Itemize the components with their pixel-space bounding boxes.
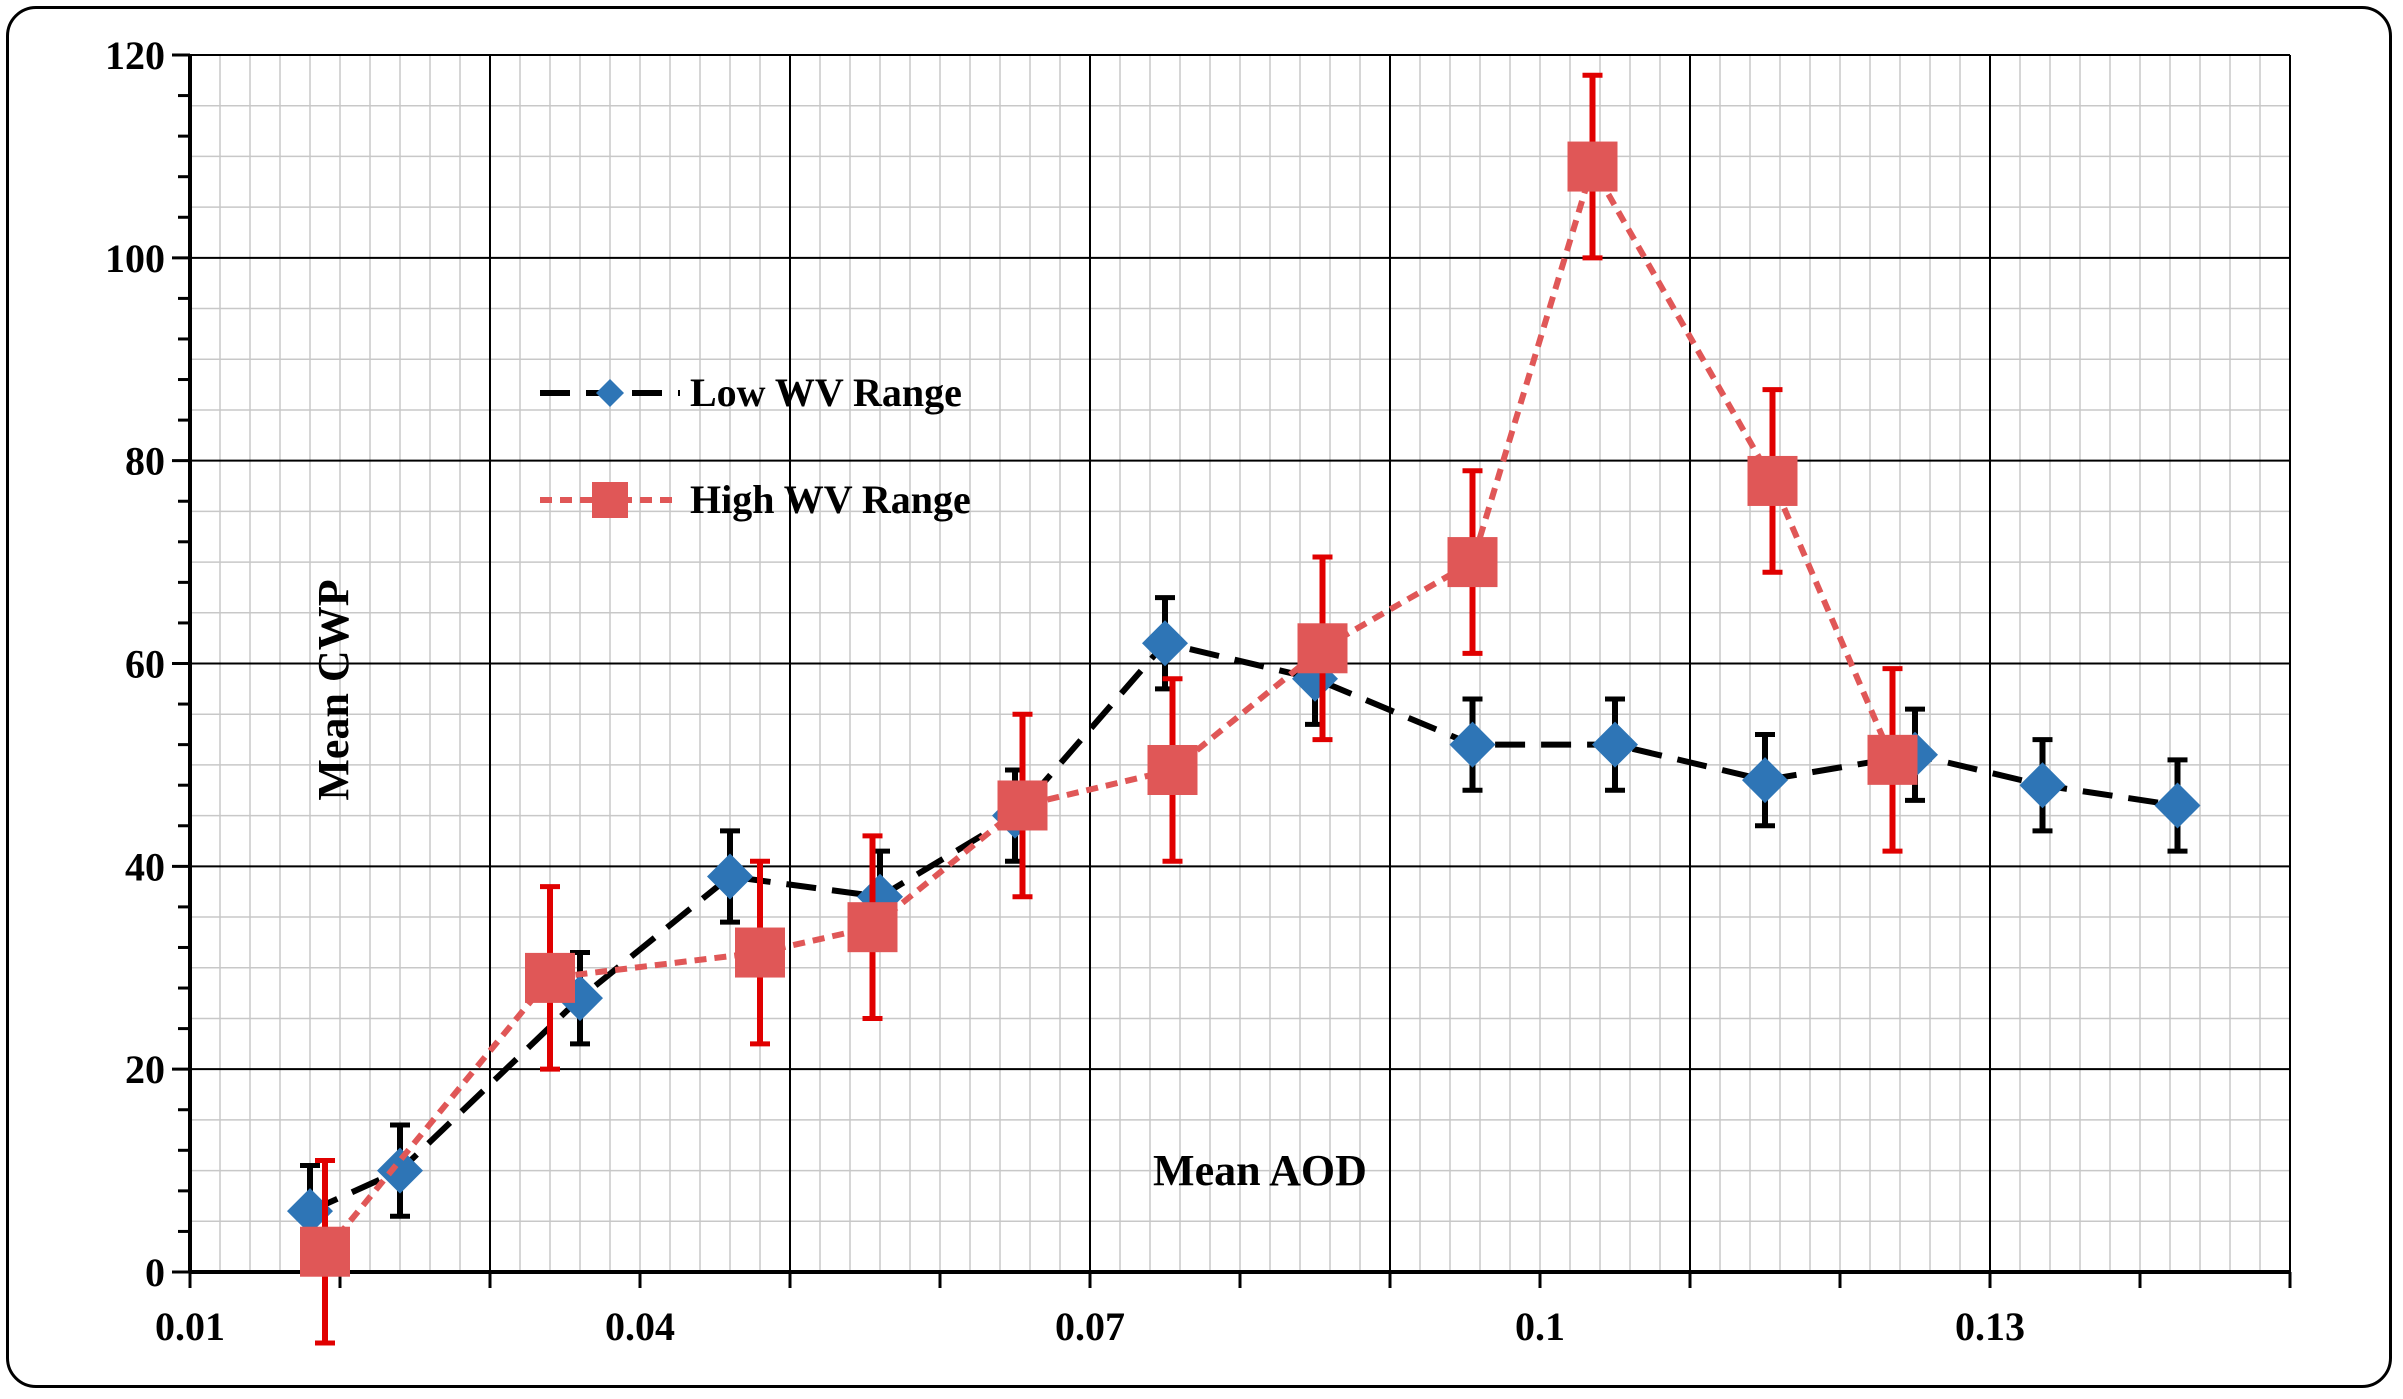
data-point [1297, 623, 1348, 674]
x-tick-label: 0.13 [1955, 1304, 2025, 1349]
data-point [707, 853, 753, 900]
data-point [2019, 762, 2066, 809]
data-point [847, 902, 898, 953]
data-point [300, 1226, 350, 1277]
data-point [1567, 141, 1618, 192]
data-point [1142, 620, 1188, 667]
legend-marker [596, 379, 624, 407]
data-point [525, 952, 575, 1003]
legend-marker [592, 482, 628, 518]
axes: 0 20 40 60 80 100 120 0.01 0.04 0.07 0.1 0.13 [105, 33, 2292, 1349]
x-tick-label: 0.04 [605, 1304, 675, 1349]
y-tick-label: 20 [125, 1047, 165, 1092]
data-point [735, 927, 785, 978]
series-high-wv [300, 72, 1918, 1346]
legend-label: High WV Range [690, 477, 971, 522]
data-point [1592, 721, 1638, 768]
y-tick-label: 100 [105, 236, 165, 281]
data-point [1867, 734, 1918, 785]
data-point [1742, 757, 1788, 804]
data-point [1747, 455, 1798, 506]
x-tick-label: 0.07 [1055, 1304, 1125, 1349]
y-tick-label: 0 [145, 1250, 165, 1295]
x-axis-title: Mean AOD [1153, 1146, 1367, 1195]
x-tick-label: 0.1 [1515, 1304, 1565, 1349]
y-tick-label: 120 [105, 33, 165, 78]
data-point [377, 1147, 423, 1194]
x-tick-label: 0.01 [155, 1304, 225, 1349]
series-layer [287, 72, 2201, 1346]
y-tick-label: 40 [125, 844, 165, 889]
data-point [1147, 744, 1198, 795]
y-tick-label: 80 [125, 439, 165, 484]
legend-label: Low WV Range [690, 370, 962, 415]
data-point [2154, 782, 2201, 829]
legend: Low WV Range High WV Range [540, 370, 971, 522]
y-axis-title: Mean CWP [309, 579, 358, 800]
series-line [308, 639, 2178, 1214]
y-tick-label: 60 [125, 642, 165, 687]
data-point [1449, 721, 1496, 768]
data-point [997, 780, 1048, 831]
data-point [1447, 537, 1498, 588]
data-point [287, 1188, 333, 1235]
